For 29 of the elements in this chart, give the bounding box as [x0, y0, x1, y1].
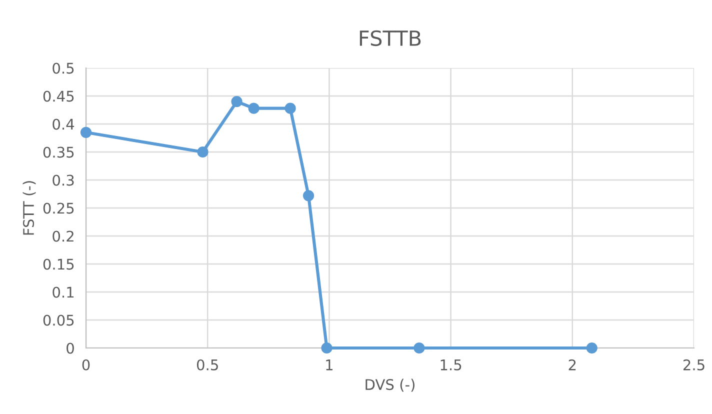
point — [80, 126, 92, 138]
y-tick-label: 0.3 — [52, 174, 74, 186]
point — [231, 96, 242, 108]
point — [586, 342, 598, 354]
y-tick-label: 0.45 — [43, 90, 74, 102]
x-tick-label: 1 — [326, 360, 332, 370]
point — [284, 102, 296, 114]
point — [197, 146, 208, 158]
y-tick-label: 0.15 — [43, 258, 74, 270]
point — [321, 342, 332, 354]
y-tick-label: 0.5 — [52, 62, 74, 74]
y-tick-label: 0.1 — [52, 286, 74, 298]
y-tick-label: 0.2 — [52, 230, 74, 242]
y-axis-title: FSTT (-) — [22, 181, 36, 235]
chart-title: FSTTB — [360, 30, 421, 46]
y-tick-label: 0.35 — [43, 146, 74, 158]
x-tick-label: 1.5 — [440, 360, 462, 370]
y-tick-label: 0.05 — [43, 314, 74, 326]
point — [248, 102, 260, 114]
point — [302, 190, 314, 202]
x-tick-label: 0.5 — [196, 359, 218, 370]
point — [414, 342, 425, 354]
y-tick-label: 0.4 — [52, 118, 74, 130]
y-tick-label: 0.25 — [43, 202, 74, 214]
x-tick-label: 2.5 — [683, 359, 704, 370]
y-tick-label: 0 — [66, 342, 74, 354]
x-axis-title: DVS (-) — [366, 378, 414, 392]
x-tick-label: 0 — [82, 359, 90, 370]
x-tick-label: 2 — [568, 359, 576, 370]
